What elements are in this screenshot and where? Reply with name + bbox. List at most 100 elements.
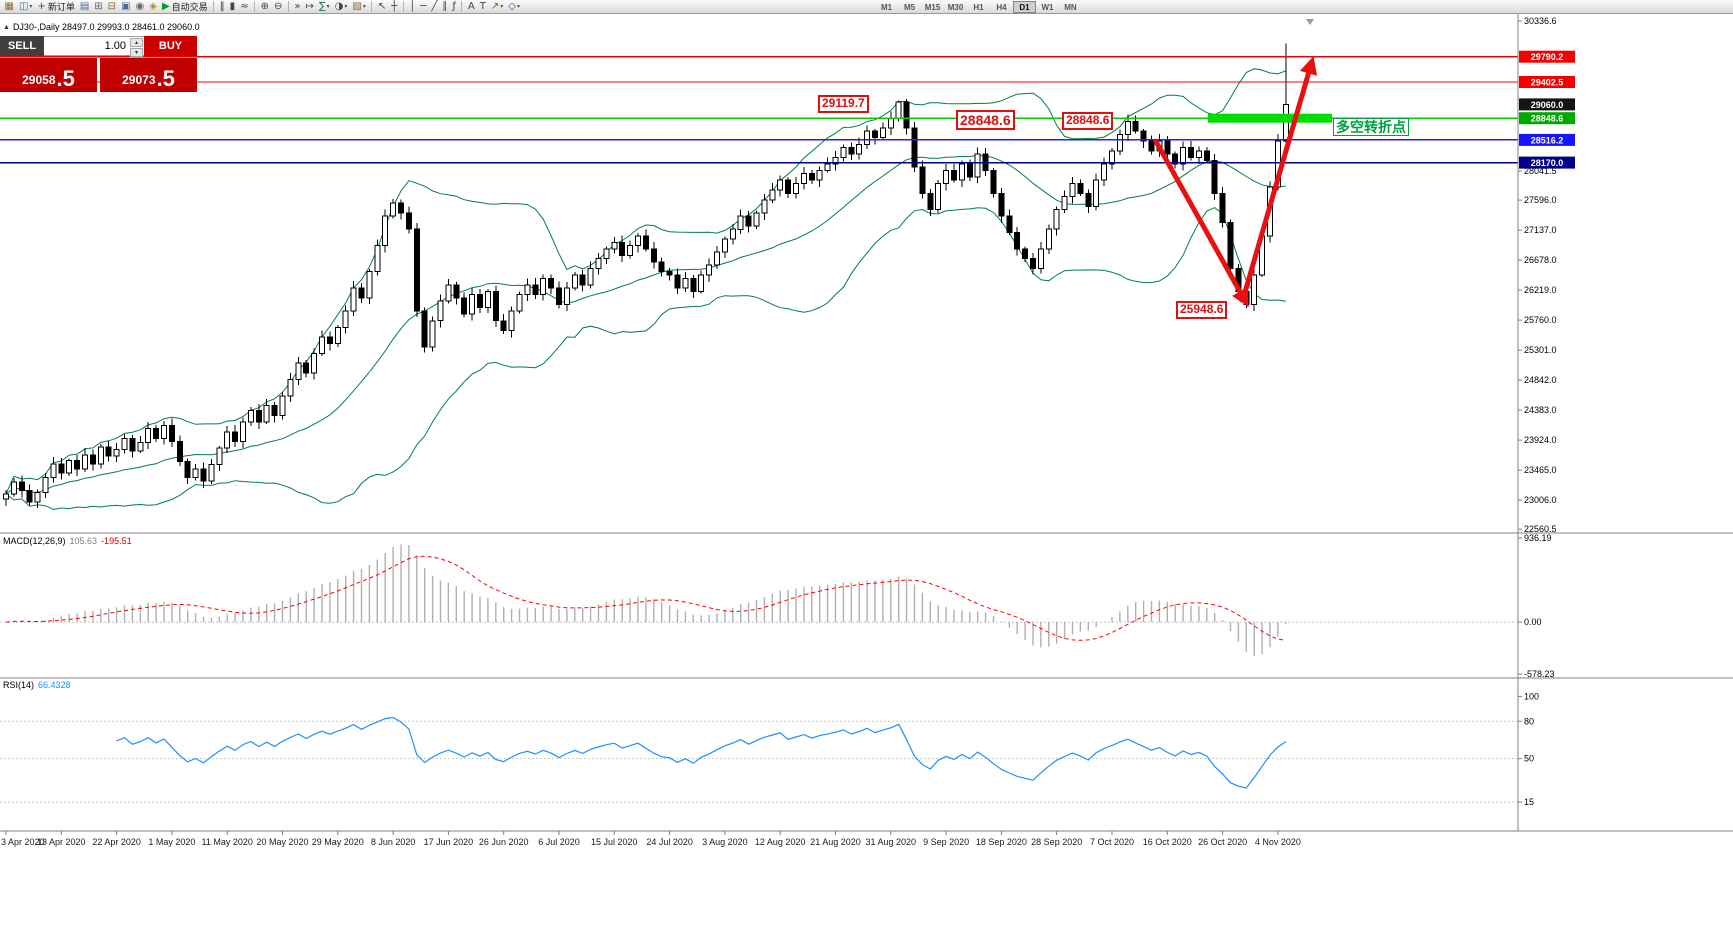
- periods-button[interactable]: ◑ ▾: [332, 0, 350, 13]
- price-tag-29790.2[interactable]: 29790.2: [1519, 50, 1575, 63]
- price-tag-29060.0[interactable]: 29060.0: [1519, 98, 1575, 111]
- price-chart-canvas[interactable]: 30336.6 28041.5 27596.0 27137.0 26678.0 26219…: [0, 14, 1733, 940]
- timeframe-button-M15[interactable]: M15: [924, 2, 941, 12]
- shapes-button[interactable]: ◇ ▾: [506, 0, 523, 13]
- zoom-out-button[interactable]: ⊖: [271, 0, 284, 13]
- new-order-button-label: 新订单: [47, 2, 75, 12]
- horizontal-lines[interactable]: [0, 56, 1518, 164]
- indicators-icon: ∑: [318, 1, 326, 12]
- templates-button[interactable]: ▨ ▾: [350, 0, 368, 13]
- trend-arrows[interactable]: [1152, 56, 1318, 308]
- arrows-button[interactable]: ↗ ▾: [488, 0, 505, 13]
- chart-shift-marker[interactable]: [1306, 19, 1314, 25]
- svg-text:26678.0: 26678.0: [1524, 255, 1557, 265]
- svg-text:21 Aug 2020: 21 Aug 2020: [810, 837, 861, 847]
- timeframe-button-M30[interactable]: M30: [947, 2, 964, 12]
- candlestick-chart-icon: ▮: [229, 1, 236, 12]
- data-window-button[interactable]: ⊞: [92, 0, 105, 13]
- timeframe-button-MN[interactable]: MN: [1064, 2, 1077, 12]
- horizontal-line-button[interactable]: ─: [418, 0, 429, 13]
- macd-indicator: 936.19 0.00 -578.23: [0, 533, 1555, 679]
- trade-panel-prices: 29058.5 29073.5: [0, 58, 197, 92]
- candlestick-chart-button[interactable]: ▮: [227, 0, 238, 13]
- svg-text:7 Oct 2020: 7 Oct 2020: [1090, 837, 1134, 847]
- cursor-button[interactable]: ↖: [375, 0, 388, 13]
- navigator-button[interactable]: ⊟: [105, 0, 118, 13]
- strategy-tester-button[interactable]: ◉: [133, 0, 147, 13]
- svg-text:30336.6: 30336.6: [1524, 16, 1557, 26]
- price-tag-28848.6[interactable]: 28848.6: [1519, 112, 1575, 125]
- fibonacci-button[interactable]: ƒ: [450, 0, 459, 13]
- annotation-29119-7[interactable]: 29119.7: [818, 95, 869, 113]
- svg-text:29402.5: 29402.5: [1531, 78, 1564, 88]
- timeframe-button-D1[interactable]: D1: [1013, 1, 1036, 13]
- buy-price-display[interactable]: 29073.5: [100, 58, 197, 92]
- svg-text:27596.0: 27596.0: [1524, 195, 1557, 205]
- bar-chart-button[interactable]: ‖: [217, 0, 227, 13]
- terminal-button[interactable]: ▣: [119, 0, 133, 13]
- volume-increase-button[interactable]: ▴: [130, 38, 143, 47]
- arrows-icon: ↗: [490, 1, 500, 12]
- new-chart-icon: ▦: [4, 1, 14, 12]
- market-watch-button[interactable]: ▤: [77, 0, 91, 13]
- toolbar-separator: [213, 1, 215, 12]
- sell-button[interactable]: SELL: [0, 36, 44, 56]
- channel-icon: ∥: [442, 1, 448, 12]
- channel-button[interactable]: ∥: [440, 0, 450, 13]
- chart-shift-button[interactable]: ↦: [303, 0, 316, 13]
- svg-text:28 Sep 2020: 28 Sep 2020: [1031, 837, 1082, 847]
- zoom-in-icon: ⊕: [260, 1, 269, 12]
- fibonacci-icon: ƒ: [452, 1, 456, 12]
- timeframe-button-W1[interactable]: W1: [1041, 2, 1054, 12]
- chart-window[interactable]: 30336.6 28041.5 27596.0 27137.0 26678.0 26219…: [0, 14, 1733, 940]
- sell-price-display[interactable]: 29058.5: [0, 58, 97, 92]
- autotrading-button[interactable]: ▶ 自动交易: [159, 0, 210, 13]
- profiles-button[interactable]: ◫ ▾: [16, 0, 34, 13]
- auto-scroll-button[interactable]: »: [292, 0, 303, 13]
- new-order-button[interactable]: + 新订单: [35, 0, 77, 13]
- metaeditor-icon: ◈: [149, 1, 157, 12]
- line-chart-icon: ≈: [240, 1, 249, 12]
- buy-button[interactable]: BUY: [144, 36, 197, 56]
- metaeditor-button[interactable]: ◈: [147, 0, 160, 13]
- svg-text:28170.0: 28170.0: [1531, 158, 1564, 168]
- timeframe-button-H4[interactable]: H4: [996, 2, 1007, 12]
- svg-text:28041.5: 28041.5: [1524, 166, 1557, 176]
- rsi-indicator: 100 80 50 15: [0, 691, 1539, 807]
- svg-text:17 Jun 2020: 17 Jun 2020: [424, 837, 474, 847]
- price-tag-28516.2[interactable]: 28516.2: [1519, 133, 1575, 146]
- toolbar-icon-group: ▦ ◫ ▾ + 新订单 ▤ ⊞ ⊟ ▣ ◉ ◈ ▶ 自动交易 ‖ ▮ ≈ ⊕ ⊖ » ↦ ∑ ▾ ◑ ▾ ▨ ▾ ↖ ┼ │ ─ ╱ ∥ ƒ A T…: [2, 0, 522, 13]
- vertical-line-icon: │: [409, 1, 416, 12]
- annotation-28848-6-b[interactable]: 28848.6: [1062, 112, 1114, 130]
- svg-text:26219.0: 26219.0: [1524, 285, 1557, 295]
- new-chart-button[interactable]: ▦: [2, 0, 16, 13]
- svg-text:936.19: 936.19: [1524, 533, 1552, 543]
- timeframe-button-M1[interactable]: M1: [880, 2, 893, 12]
- timeframe-button-H1[interactable]: H1: [973, 2, 984, 12]
- price-tag-29402.5[interactable]: 29402.5: [1519, 76, 1575, 88]
- line-chart-button[interactable]: ≈: [238, 0, 251, 13]
- zoom-in-button[interactable]: ⊕: [258, 0, 271, 13]
- text-button[interactable]: A: [465, 0, 477, 13]
- annotation-25948-6[interactable]: 25948.6: [1176, 301, 1228, 319]
- price-scale[interactable]: 30336.6 28041.5 27596.0 27137.0 26678.0 26219…: [1517, 14, 1575, 831]
- trade-panel-controls: SELL ▴ ▾ BUY: [0, 36, 197, 57]
- annotation-turning-point[interactable]: 多空转折点: [1333, 118, 1409, 137]
- text-label-button[interactable]: T: [477, 0, 488, 13]
- crosshair-button[interactable]: ┼: [389, 0, 400, 13]
- annotation-28848-6-a[interactable]: 28848.6: [956, 110, 1015, 131]
- one-click-collapse-icon[interactable]: ▲: [3, 23, 10, 31]
- svg-text:25760.0: 25760.0: [1524, 315, 1557, 325]
- svg-text:8 Jun 2020: 8 Jun 2020: [371, 837, 416, 847]
- volume-decrease-button[interactable]: ▾: [130, 48, 143, 57]
- turning-point-zone[interactable]: [1208, 113, 1332, 123]
- autotrading-button-label: 自动交易: [171, 2, 208, 12]
- indicators-button[interactable]: ∑ ▾: [316, 0, 332, 13]
- svg-text:12 Aug 2020: 12 Aug 2020: [755, 837, 806, 847]
- price-tag-28170.0[interactable]: 28170.0: [1519, 156, 1575, 169]
- timeframe-button-M5[interactable]: M5: [903, 2, 916, 12]
- volume-input[interactable]: [44, 37, 129, 55]
- vertical-line-button[interactable]: │: [407, 0, 418, 13]
- trendline-button[interactable]: ╱: [429, 0, 440, 13]
